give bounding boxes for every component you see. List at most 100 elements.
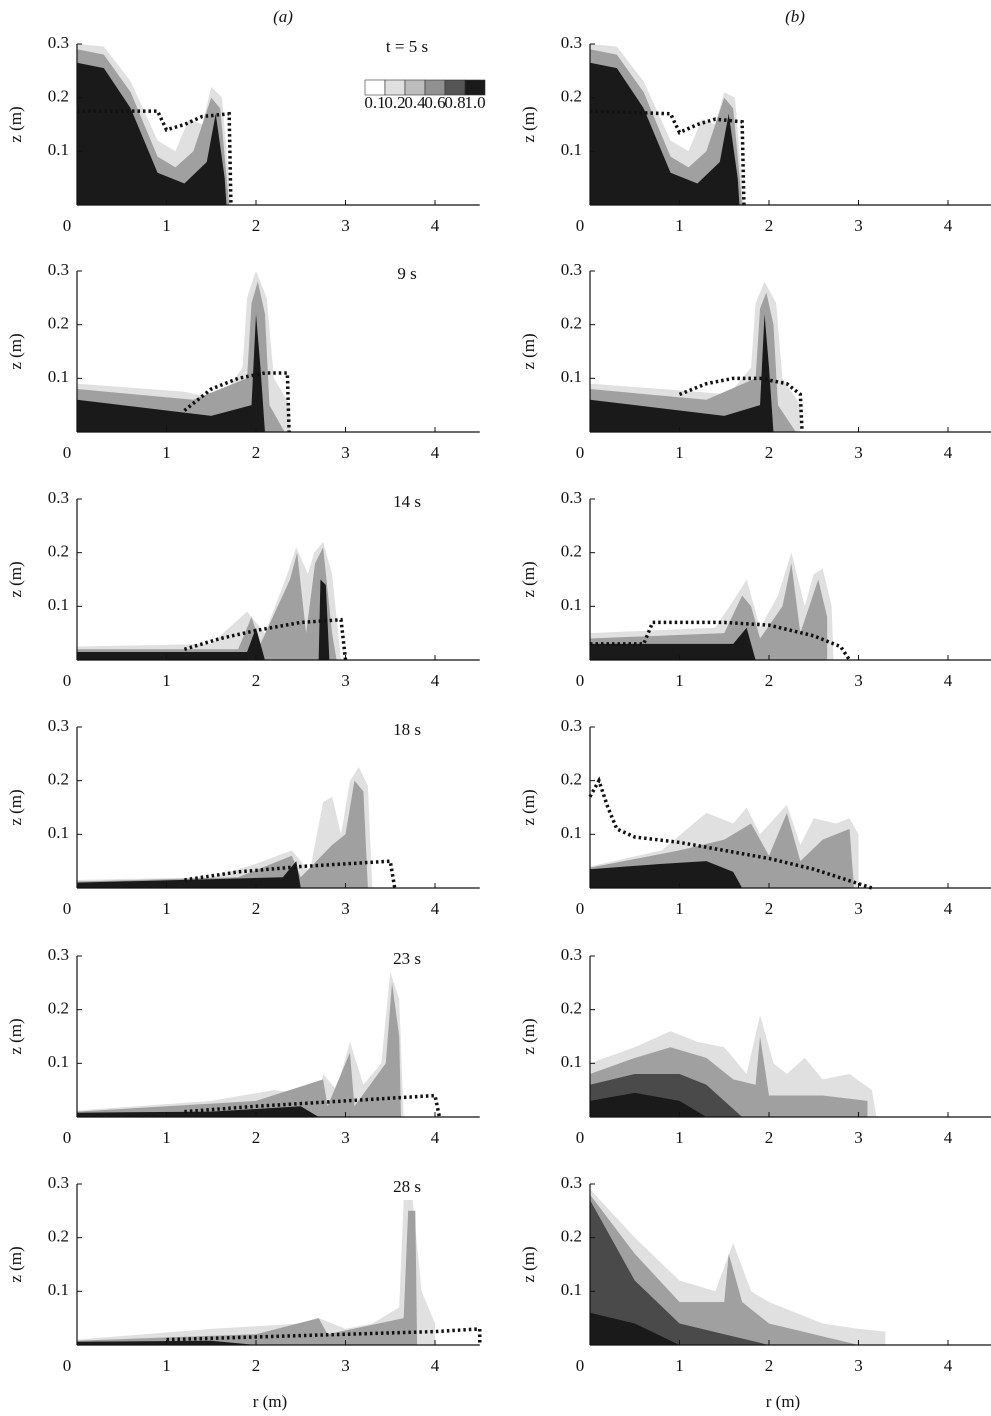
contour-field xyxy=(77,43,231,205)
y-tick-label: 0.1 xyxy=(561,1280,582,1299)
y-tick-label: 0.1 xyxy=(48,367,69,386)
dotted-profile xyxy=(590,620,852,661)
x-tick-label: 2 xyxy=(252,443,261,462)
x-tick-label: 3 xyxy=(854,216,863,235)
contour-field xyxy=(590,804,859,888)
x-tick-label: 3 xyxy=(341,1128,350,1147)
x-tick-label: 2 xyxy=(765,899,774,918)
x-tick-label: 4 xyxy=(944,671,953,690)
x-tick-label: 3 xyxy=(341,671,350,690)
y-axis-label: z (m) xyxy=(519,1246,538,1282)
time-label: 9 s xyxy=(397,264,416,283)
time-label: 14 s xyxy=(393,492,421,511)
y-tick-label: 0.1 xyxy=(561,823,582,842)
x-tick-label: 4 xyxy=(431,443,440,462)
x-tick-label: 4 xyxy=(431,899,440,918)
y-tick-label: 0.1 xyxy=(48,1052,69,1071)
contour-field xyxy=(590,43,744,205)
x-tick-label: 2 xyxy=(252,671,261,690)
x-tick-label: 3 xyxy=(341,443,350,462)
y-tick-label: 0.2 xyxy=(561,1227,582,1246)
y-tick-label: 0.2 xyxy=(561,542,582,561)
x-tick-label: 4 xyxy=(944,216,953,235)
y-tick-label: 0.1 xyxy=(48,595,69,614)
x-tick-label: 0 xyxy=(63,899,72,918)
x-tick-label: 2 xyxy=(765,443,774,462)
x-tick-label: 4 xyxy=(944,443,953,462)
y-tick-label: 0.1 xyxy=(561,367,582,386)
x-tick-label: 0 xyxy=(63,1356,72,1375)
x-tick-label: 1 xyxy=(675,1128,684,1147)
y-tick-label: 0.3 xyxy=(561,945,582,964)
y-tick-label: 0.3 xyxy=(48,716,69,735)
x-tick-label: 3 xyxy=(341,216,350,235)
y-tick-label: 0.1 xyxy=(561,140,582,159)
y-tick-label: 0.2 xyxy=(48,314,69,333)
y-tick-label: 0.2 xyxy=(48,1227,69,1246)
x-tick-label: 0 xyxy=(63,443,72,462)
x-tick-label: 3 xyxy=(854,1356,863,1375)
x-tick-label: 4 xyxy=(944,1356,953,1375)
contour-field xyxy=(590,281,801,432)
contour-field xyxy=(77,767,373,888)
y-tick-label: 0.1 xyxy=(561,1052,582,1071)
contour-field xyxy=(590,552,834,660)
x-tick-label: 4 xyxy=(431,1128,440,1147)
x-tick-label: 2 xyxy=(765,1356,774,1375)
y-tick-label: 0.2 xyxy=(48,542,69,561)
dotted-profile xyxy=(184,1093,442,1118)
x-tick-label: 1 xyxy=(675,671,684,690)
x-tick-label: 2 xyxy=(252,1356,261,1375)
y-tick-label: 0.3 xyxy=(561,1173,582,1192)
dotted-profile xyxy=(183,371,291,433)
dotted-profile xyxy=(588,776,873,890)
x-tick-label: 2 xyxy=(252,216,261,235)
x-tick-label: 2 xyxy=(765,671,774,690)
legend-label: 0.6 xyxy=(424,93,445,112)
x-tick-label: 0 xyxy=(63,1128,72,1147)
y-axis-label: z (m) xyxy=(519,106,538,142)
x-axis-label: r (m) xyxy=(253,1392,287,1411)
y-tick-label: 0.3 xyxy=(48,945,69,964)
x-tick-label: 2 xyxy=(252,899,261,918)
y-tick-label: 0.1 xyxy=(48,823,69,842)
dotted-profile xyxy=(183,617,348,661)
contour-field xyxy=(590,1014,877,1117)
dotted-profile xyxy=(589,109,746,206)
x-tick-label: 0 xyxy=(576,1356,585,1375)
x-tick-label: 4 xyxy=(431,671,440,690)
y-tick-label: 0.3 xyxy=(561,716,582,735)
x-tick-label: 0 xyxy=(576,443,585,462)
y-tick-label: 0.3 xyxy=(48,260,69,279)
x-tick-label: 3 xyxy=(854,443,863,462)
contour-field xyxy=(77,270,291,432)
y-axis-label: z (m) xyxy=(519,1018,538,1054)
y-axis-label: z (m) xyxy=(519,333,538,369)
y-axis-label: z (m) xyxy=(519,789,538,825)
x-tick-label: 1 xyxy=(162,899,171,918)
time-label: t = 5 s xyxy=(386,37,428,56)
x-tick-label: 1 xyxy=(675,443,684,462)
x-tick-label: 1 xyxy=(162,1356,171,1375)
y-axis-label: z (m) xyxy=(6,106,25,142)
y-axis-label: z (m) xyxy=(6,333,25,369)
legend-label: 0.8 xyxy=(444,93,465,112)
x-tick-label: 0 xyxy=(576,1128,585,1147)
legend-label: 1.0 xyxy=(464,93,485,112)
x-tick-label: 1 xyxy=(162,671,171,690)
y-tick-label: 0.3 xyxy=(561,33,582,52)
x-tick-label: 2 xyxy=(252,1128,261,1147)
x-tick-label: 0 xyxy=(576,899,585,918)
contour-field xyxy=(77,972,404,1117)
x-tick-label: 2 xyxy=(765,216,774,235)
x-tick-label: 4 xyxy=(431,216,440,235)
x-tick-label: 2 xyxy=(765,1128,774,1147)
y-tick-label: 0.2 xyxy=(561,770,582,789)
y-axis-label: z (m) xyxy=(6,1018,25,1054)
y-tick-label: 0.2 xyxy=(561,999,582,1018)
x-tick-label: 4 xyxy=(944,899,953,918)
x-tick-label: 0 xyxy=(63,671,72,690)
y-axis-label: z (m) xyxy=(519,561,538,597)
x-tick-label: 1 xyxy=(162,1128,171,1147)
